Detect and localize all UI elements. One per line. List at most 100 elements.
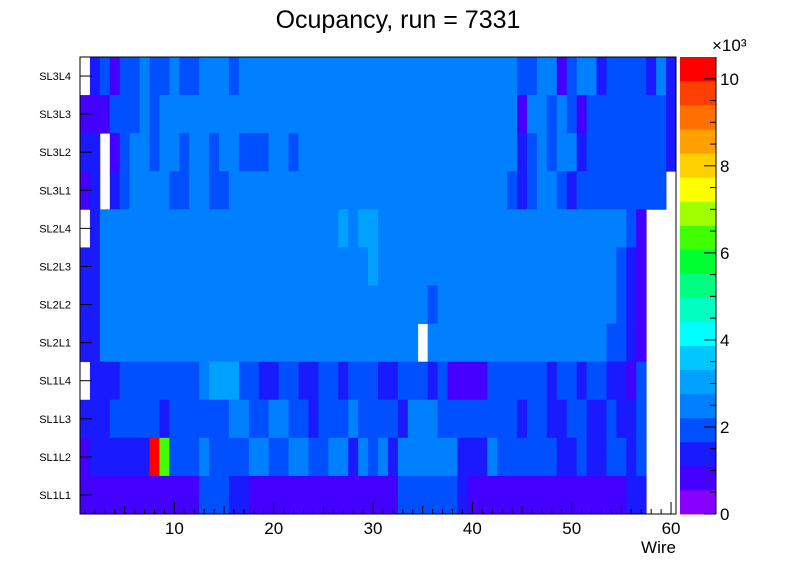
heatmap-cell — [338, 361, 349, 401]
heatmap-cell — [606, 361, 627, 401]
heatmap-cell — [497, 437, 558, 477]
y-tick-label: SL3L3 — [39, 109, 71, 121]
heatmap-cell — [348, 209, 359, 248]
heatmap-cell — [556, 171, 568, 210]
heatmap-cell — [527, 133, 538, 172]
heatmap-cell — [636, 361, 647, 401]
heatmap-cell — [109, 95, 140, 134]
heatmap-cell — [586, 399, 607, 439]
heatmap-cell — [89, 209, 101, 248]
colorbar-exponent: ×10³ — [712, 36, 747, 55]
heatmap-cell — [556, 57, 568, 96]
heatmap-cell — [427, 285, 438, 324]
heatmap-cell — [517, 95, 528, 134]
heatmap-cell — [99, 209, 339, 248]
heatmap-cell — [119, 57, 140, 96]
heatmap-cell — [258, 475, 399, 515]
heatmap-cell — [89, 323, 101, 363]
y-tick-label: SL1L2 — [39, 452, 71, 464]
heatmap-cell — [219, 133, 240, 172]
x-tick-label: 60 — [662, 519, 681, 538]
heatmap-cell — [636, 209, 647, 248]
heatmap-cell — [527, 95, 548, 134]
heatmap-cell — [447, 361, 488, 401]
heatmap-cell — [378, 247, 617, 286]
heatmap-cell — [666, 133, 677, 172]
heatmap-cell — [318, 399, 349, 439]
colorbar-segment — [680, 177, 716, 202]
heatmap-cell — [368, 437, 379, 477]
heatmap-cell — [536, 171, 558, 210]
heatmap-cell — [437, 285, 617, 324]
heatmap-cell — [576, 361, 587, 401]
heatmap-cell — [517, 57, 538, 96]
heatmap-cell — [616, 247, 627, 286]
heatmap-cell — [298, 133, 518, 172]
heatmap-cell — [268, 399, 289, 439]
heatmap-cell — [139, 95, 150, 134]
heatmap-cell — [209, 361, 220, 401]
colorbar-segment — [680, 489, 716, 515]
heatmap-cell — [378, 209, 627, 248]
heatmap-cell — [378, 361, 399, 401]
heatmap-cell — [626, 247, 637, 286]
heatmap-cell — [586, 95, 667, 134]
heatmap-cell — [248, 475, 260, 515]
colorbar-segment — [680, 201, 716, 226]
heatmap-cell — [109, 133, 121, 172]
heatmap-cell — [656, 57, 667, 96]
heatmap-cell — [189, 171, 210, 210]
heatmap-cell — [229, 475, 250, 515]
heatmap-cell — [556, 133, 578, 172]
heatmap-cell — [596, 57, 607, 96]
y-tick-label: SL1L4 — [39, 376, 71, 388]
heatmap-cell — [159, 399, 170, 439]
heatmap-cell — [199, 361, 210, 401]
heatmap-cell — [457, 475, 468, 515]
heatmap-cell — [99, 361, 121, 401]
heatmap-cell — [139, 57, 150, 96]
heatmap-cell — [636, 247, 647, 286]
heatmap-cell — [606, 323, 627, 363]
y-tick-label: SL1L1 — [39, 490, 71, 502]
colorbar-segment — [680, 417, 716, 443]
heatmap-cell — [99, 247, 369, 286]
heatmap-cell — [159, 437, 170, 477]
heatmap-cell — [199, 475, 230, 515]
colorbar-segment — [680, 129, 716, 154]
colorbar-segment — [680, 249, 716, 274]
heatmap-cell — [576, 437, 587, 477]
heatmap-cell — [626, 285, 637, 324]
x-tick-label: 10 — [165, 519, 184, 538]
colorbar-segment — [680, 369, 716, 395]
heatmap-cell — [546, 399, 568, 439]
heatmap-cell — [109, 399, 160, 439]
heatmap-cell — [517, 133, 528, 172]
heatmap-cell — [179, 133, 190, 172]
heatmap-cell — [119, 361, 200, 401]
colorbar-tick-label: 4 — [720, 331, 729, 350]
y-tick-label: SL3L2 — [39, 147, 71, 159]
heatmap-cell — [328, 437, 349, 477]
heatmap-cell — [566, 95, 578, 134]
heatmap-cell — [616, 285, 627, 324]
heatmap-cell — [556, 361, 578, 401]
heatmap-cell — [179, 57, 200, 96]
heatmap-cell — [238, 133, 270, 172]
heatmap-cell — [268, 133, 289, 172]
heatmap-cell — [507, 171, 518, 210]
heatmap-cell — [576, 95, 587, 134]
heatmap-cell — [368, 247, 379, 286]
heatmap-cell — [199, 437, 210, 477]
heatmap-cell — [467, 475, 478, 515]
heatmap-cell — [89, 437, 111, 477]
heatmap-cell — [626, 475, 637, 515]
heatmap-cell — [536, 133, 548, 172]
heatmap-cell — [169, 399, 230, 439]
heatmap-cell — [437, 361, 448, 401]
heatmap-cell — [556, 437, 578, 477]
heatmap-cell — [169, 437, 200, 477]
heatmap-cell — [278, 361, 299, 401]
heatmap-cell — [109, 171, 121, 210]
